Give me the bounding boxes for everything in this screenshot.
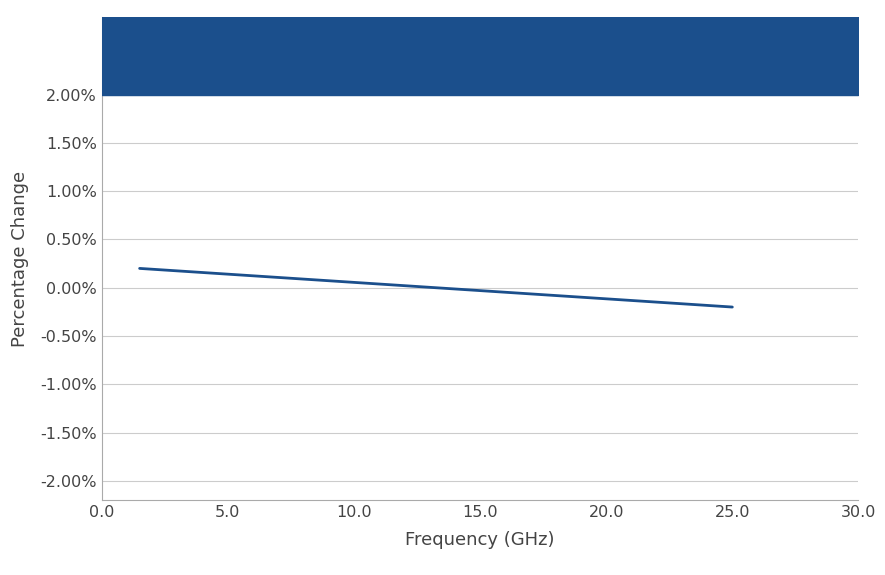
Y-axis label: Percentage Change: Percentage Change [12,171,29,347]
X-axis label: Frequency (GHz): Frequency (GHz) [405,531,555,549]
